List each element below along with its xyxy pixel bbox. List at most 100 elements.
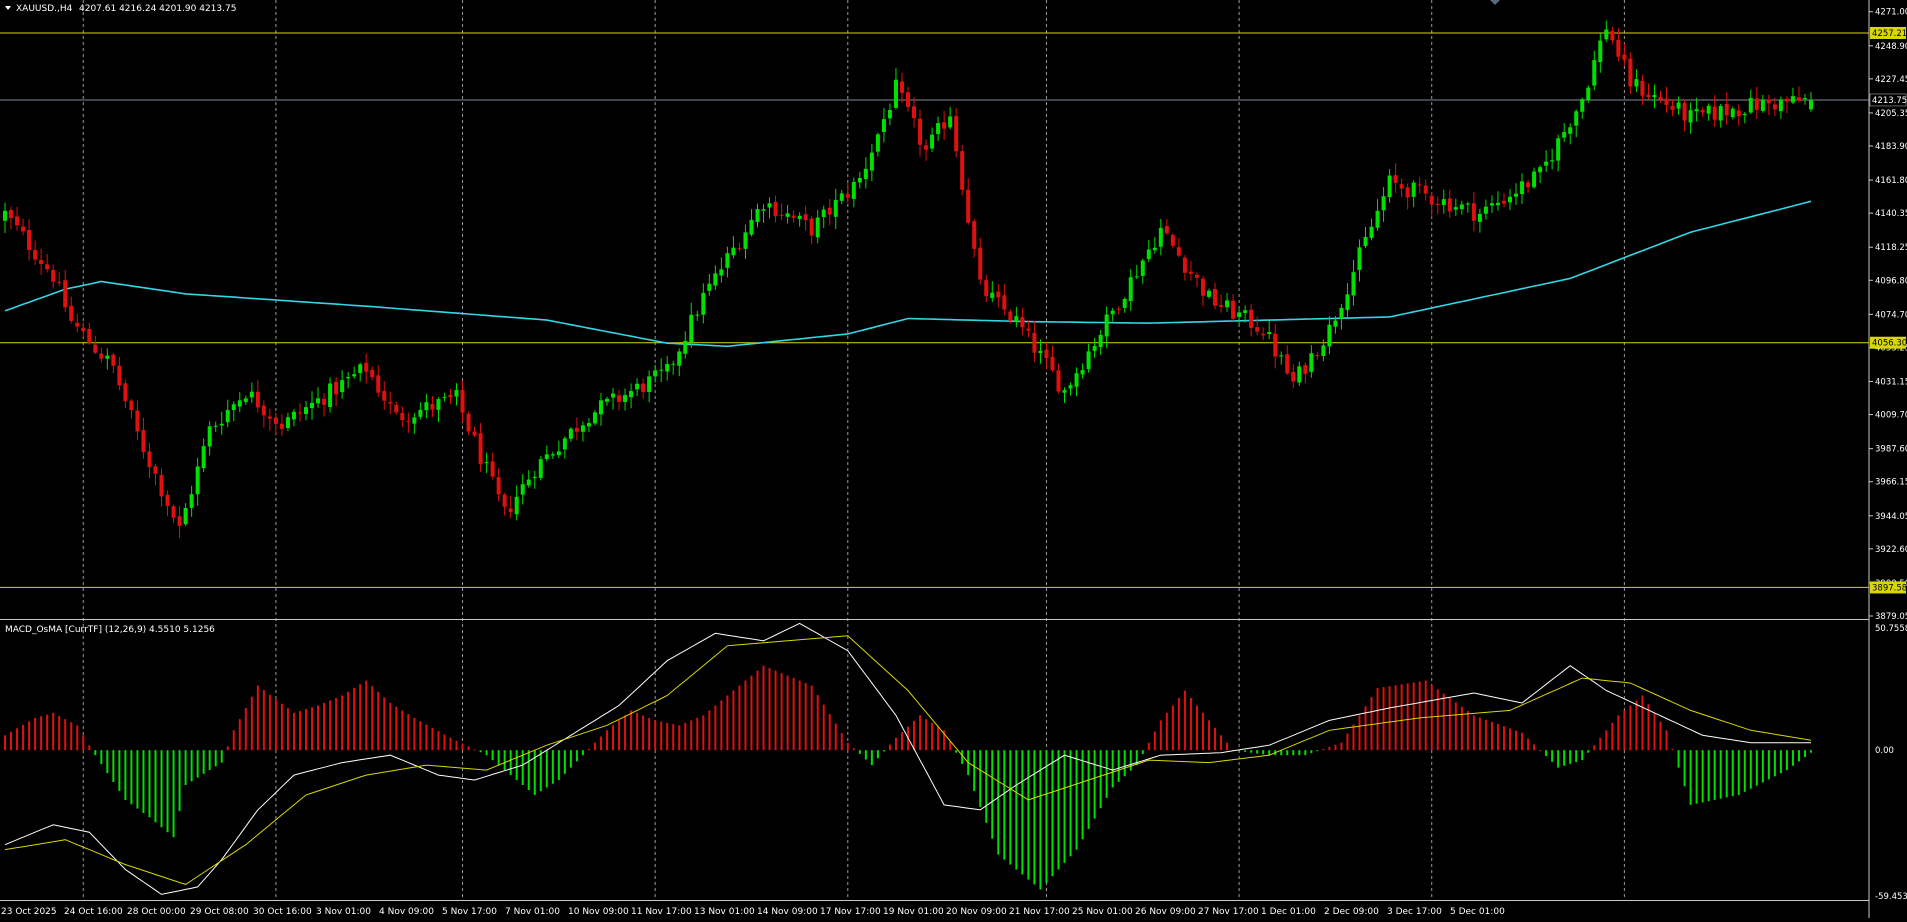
candle-body[interactable]	[881, 119, 886, 133]
candle-body[interactable]	[707, 283, 712, 291]
candle-body[interactable]	[93, 344, 98, 353]
candle-body[interactable]	[1213, 288, 1218, 306]
candle-body[interactable]	[773, 201, 778, 217]
candle-body[interactable]	[1736, 110, 1741, 116]
candle-body[interactable]	[990, 292, 995, 299]
candle-body[interactable]	[328, 383, 333, 408]
candle-body[interactable]	[1056, 370, 1061, 392]
candle-body[interactable]	[1489, 203, 1494, 206]
candle-body[interactable]	[45, 264, 50, 270]
candle-body[interactable]	[617, 395, 622, 402]
candle-body[interactable]	[1327, 324, 1332, 347]
candle-body[interactable]	[713, 273, 718, 286]
candle-body[interactable]	[1586, 87, 1591, 100]
candle-body[interactable]	[1297, 366, 1302, 383]
candle-body[interactable]	[653, 370, 658, 377]
candle-body[interactable]	[1309, 353, 1314, 372]
candle-body[interactable]	[1682, 102, 1687, 121]
candle-body[interactable]	[1556, 138, 1561, 161]
dropdown-icon[interactable]	[5, 6, 11, 10]
candle-body[interactable]	[1050, 356, 1055, 371]
candle-body[interactable]	[1610, 30, 1615, 41]
candle-body[interactable]	[1712, 106, 1717, 120]
candle-body[interactable]	[1550, 160, 1555, 162]
candle-body[interactable]	[1453, 207, 1458, 210]
candle-body[interactable]	[1303, 365, 1308, 374]
candle-body[interactable]	[460, 389, 465, 413]
candle-body[interactable]	[978, 247, 983, 280]
candle-body[interactable]	[225, 409, 230, 423]
candle-body[interactable]	[1694, 109, 1699, 112]
candle-body[interactable]	[207, 426, 212, 447]
candle-body[interactable]	[213, 425, 218, 427]
candle-body[interactable]	[255, 391, 260, 408]
candle-body[interactable]	[1520, 181, 1525, 194]
candle-body[interactable]	[930, 134, 935, 149]
candle-body[interactable]	[1146, 249, 1151, 259]
candle-body[interactable]	[1514, 193, 1519, 197]
candle-body[interactable]	[875, 134, 880, 152]
candle-body[interactable]	[472, 431, 477, 436]
candle-body[interactable]	[177, 516, 182, 526]
candle-body[interactable]	[1592, 60, 1597, 86]
candle-body[interactable]	[1351, 272, 1356, 296]
candle-body[interactable]	[304, 407, 308, 415]
candle-body[interactable]	[1387, 175, 1392, 198]
candle-body[interactable]	[1429, 195, 1434, 205]
candle-body[interactable]	[821, 209, 826, 218]
candle-body[interactable]	[81, 327, 86, 332]
candle-body[interactable]	[1363, 236, 1368, 247]
candle-body[interactable]	[611, 393, 616, 398]
candle-body[interactable]	[1405, 187, 1410, 198]
candle-body[interactable]	[719, 269, 724, 276]
candle-body[interactable]	[1345, 294, 1350, 310]
candle-body[interactable]	[845, 194, 850, 198]
candle-body[interactable]	[1688, 110, 1693, 123]
candle-body[interactable]	[1628, 58, 1633, 87]
candle-body[interactable]	[695, 314, 700, 316]
candle-body[interactable]	[249, 391, 254, 398]
candle-body[interactable]	[1152, 247, 1157, 251]
candle-body[interactable]	[1742, 113, 1747, 116]
candle-body[interactable]	[912, 106, 917, 119]
candle-body[interactable]	[761, 209, 766, 211]
candle-body[interactable]	[887, 110, 892, 119]
candle-body[interactable]	[1044, 349, 1049, 358]
candle-body[interactable]	[1158, 227, 1163, 247]
candle-body[interactable]	[105, 355, 110, 359]
candle-body[interactable]	[1706, 105, 1711, 114]
candle-body[interactable]	[1393, 175, 1398, 183]
candle-body[interactable]	[942, 122, 947, 129]
candle-body[interactable]	[147, 451, 152, 468]
candle-body[interactable]	[641, 383, 646, 392]
candle-body[interactable]	[237, 400, 242, 407]
candle-body[interactable]	[514, 496, 519, 515]
candle-body[interactable]	[857, 177, 862, 183]
candle-body[interactable]	[1411, 182, 1416, 197]
candle-body[interactable]	[436, 399, 441, 410]
candle-body[interactable]	[906, 92, 910, 107]
candle-body[interactable]	[1447, 198, 1452, 212]
candle-body[interactable]	[1526, 182, 1531, 188]
candle-body[interactable]	[1538, 167, 1543, 173]
candle-body[interactable]	[466, 413, 471, 432]
candle-body[interactable]	[261, 405, 266, 416]
candle-body[interactable]	[1574, 111, 1579, 126]
candle-body[interactable]	[1790, 96, 1795, 103]
candle-body[interactable]	[364, 362, 369, 372]
candle-body[interactable]	[508, 508, 513, 513]
candle-body[interactable]	[899, 81, 904, 93]
candle-body[interactable]	[960, 151, 965, 190]
candle-body[interactable]	[623, 395, 628, 403]
candle-body[interactable]	[1225, 300, 1230, 308]
candle-body[interactable]	[1724, 103, 1729, 116]
candle-body[interactable]	[647, 376, 652, 392]
candle-body[interactable]	[442, 396, 447, 398]
candle-body[interactable]	[556, 451, 561, 456]
candle-body[interactable]	[1568, 127, 1573, 134]
candle-body[interactable]	[797, 215, 802, 219]
candle-body[interactable]	[1465, 203, 1470, 205]
candle-body[interactable]	[189, 494, 194, 508]
candle-body[interactable]	[1038, 350, 1043, 354]
